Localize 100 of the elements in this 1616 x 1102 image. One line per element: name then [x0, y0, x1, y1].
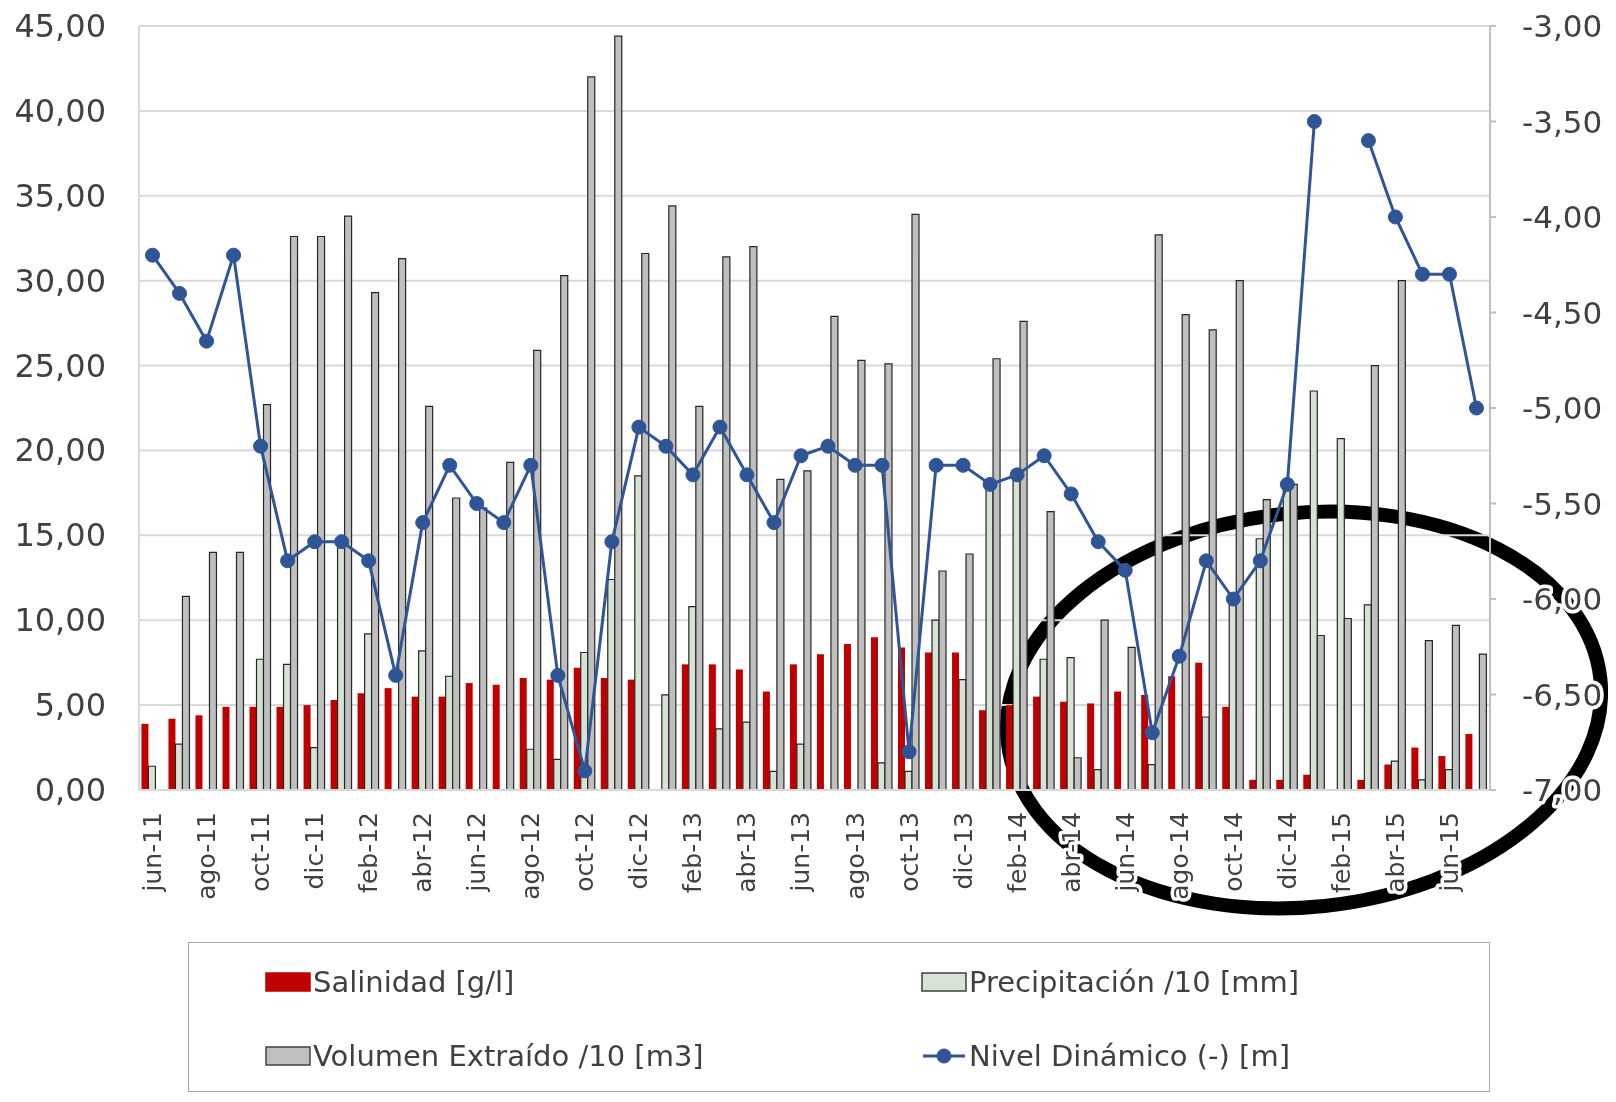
point — [442, 457, 458, 473]
y2-tick-label: -5,00 — [1522, 390, 1603, 426]
point — [1144, 725, 1160, 741]
x-tick-label: oct-14 — [1218, 812, 1248, 892]
point — [1117, 562, 1133, 578]
bar — [1114, 691, 1122, 790]
x-tick-label: jun-15 — [1434, 812, 1464, 893]
bar — [735, 669, 743, 790]
y-tick-label: 30,00 — [14, 261, 106, 300]
point — [145, 247, 161, 263]
point — [982, 476, 998, 492]
point — [631, 419, 647, 435]
x-tick-label: dic-11 — [300, 812, 330, 890]
point — [1360, 133, 1376, 149]
point — [253, 438, 269, 454]
bar — [492, 684, 500, 790]
x-tick-label: ago-11 — [192, 812, 222, 900]
bar — [830, 315, 839, 790]
x-tick-label: dic-13 — [948, 812, 978, 890]
bar — [1222, 706, 1230, 790]
y-tick-label: 35,00 — [14, 176, 106, 215]
point — [1441, 266, 1457, 282]
point — [1252, 553, 1268, 569]
legend-label: Volumen Extraído /10 [m3] — [313, 1039, 704, 1073]
bar — [141, 723, 149, 790]
bar — [1168, 676, 1176, 790]
bar — [1127, 646, 1136, 790]
y2-tick-label: -5,50 — [1522, 485, 1603, 522]
bar — [398, 258, 407, 790]
y-tick-label: 20,00 — [14, 431, 106, 470]
bar — [479, 507, 488, 790]
bar — [208, 551, 218, 790]
point — [469, 496, 485, 511]
point — [550, 667, 566, 683]
point — [334, 534, 350, 550]
x-tick-label: dic-14 — [1272, 812, 1302, 890]
point — [739, 467, 755, 483]
x-tick-label: feb-15 — [1326, 812, 1356, 893]
x-tick-label: jun-13 — [786, 812, 816, 893]
point — [1225, 591, 1241, 607]
point — [928, 457, 944, 473]
x-tick-label: dic-12 — [624, 812, 654, 890]
x-tick-label: feb-14 — [1002, 812, 1032, 893]
y-tick-label: 5,00 — [34, 686, 106, 725]
point — [415, 515, 431, 531]
bar — [762, 691, 770, 790]
x-tick-label: ago-14 — [1164, 812, 1194, 900]
bar — [1195, 662, 1203, 790]
point — [685, 467, 701, 483]
bar — [1087, 703, 1095, 790]
bar — [1465, 733, 1473, 790]
point — [226, 247, 242, 263]
bar — [843, 643, 851, 790]
y-tick-label: 45,00 — [14, 7, 106, 45]
point — [658, 438, 674, 454]
bar — [1411, 747, 1419, 790]
bar — [168, 718, 176, 790]
bar — [519, 677, 527, 790]
point — [1387, 209, 1403, 225]
y-tick-label: 15,00 — [14, 516, 106, 555]
point — [577, 763, 593, 779]
point — [388, 667, 404, 683]
point — [172, 285, 188, 301]
point — [199, 333, 215, 349]
x-tick-label: feb-13 — [678, 812, 708, 893]
bar — [1181, 314, 1190, 790]
bar — [1478, 653, 1488, 790]
point — [820, 438, 836, 454]
y2-tick-label: -4,50 — [1522, 294, 1603, 331]
point — [1090, 534, 1106, 550]
point — [307, 534, 323, 550]
x-tick-label: jun-12 — [462, 812, 492, 893]
y-tick-label: 25,00 — [14, 346, 106, 385]
point — [1009, 467, 1025, 483]
point — [496, 515, 512, 531]
bar — [857, 359, 866, 790]
bar — [1384, 764, 1392, 790]
y-tick-label: 40,00 — [14, 91, 106, 130]
point — [1279, 476, 1295, 492]
point — [847, 457, 863, 473]
legend-label: Salinidad [g/l] — [313, 965, 515, 999]
bar — [1438, 756, 1446, 790]
bar — [1303, 774, 1311, 790]
y2-tick-label: -3,50 — [1522, 103, 1603, 140]
point — [1306, 114, 1322, 129]
point — [1036, 448, 1052, 464]
y2-tick-label: -3,00 — [1522, 8, 1603, 44]
point — [901, 744, 917, 760]
x-tick-label: ago-12 — [516, 812, 546, 900]
point — [1198, 553, 1214, 569]
legend-label: Nivel Dinámico (-) [m] — [969, 1039, 1290, 1073]
bar — [384, 688, 392, 790]
point — [793, 448, 809, 464]
point — [1468, 400, 1484, 416]
x-tick-label: jun-11 — [138, 812, 168, 893]
bar — [465, 683, 473, 790]
x-tick-label: abr-15 — [1380, 812, 1410, 893]
x-tick-label: feb-12 — [354, 812, 384, 893]
point — [1171, 648, 1187, 664]
x-tick-label: abr-13 — [732, 812, 762, 893]
